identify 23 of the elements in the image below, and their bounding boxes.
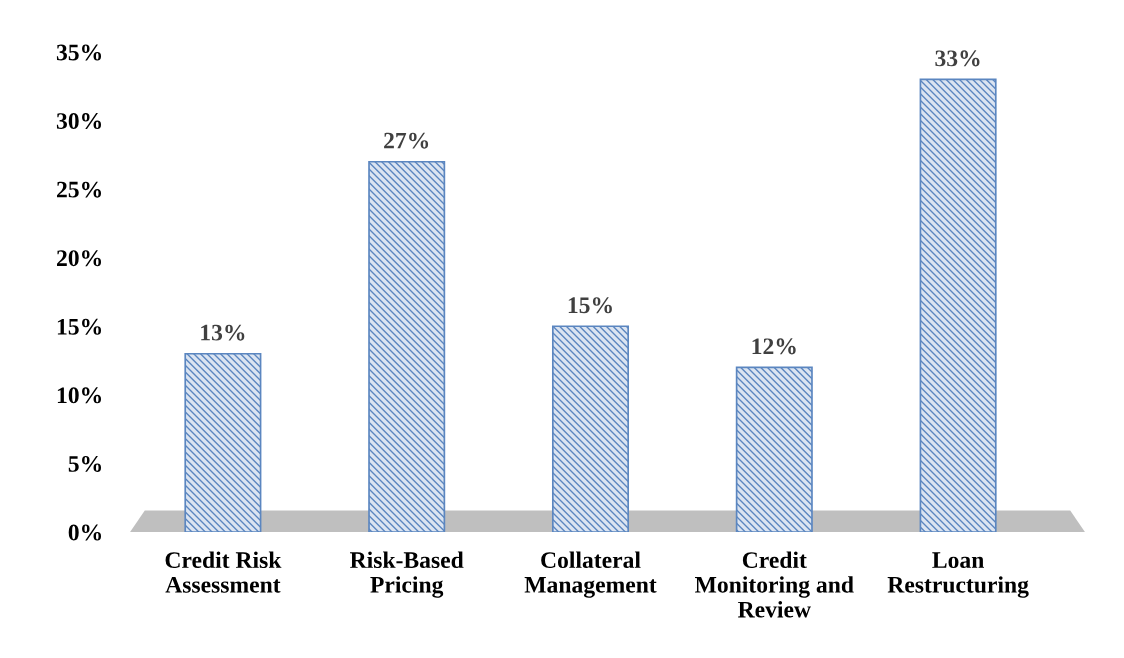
- y-tick-label: 20%: [56, 250, 102, 267]
- x-tick-label: Credit Monitoring and Review: [695, 551, 854, 618]
- y-tick-label: 0%: [68, 524, 102, 541]
- data-label: 15%: [568, 297, 612, 314]
- y-tick-label: 10%: [57, 387, 102, 404]
- bar: [735, 366, 813, 532]
- data-label: 12%: [752, 338, 796, 355]
- data-label: 13%: [201, 324, 245, 341]
- y-tick-label: 15%: [57, 318, 102, 335]
- y-tick-label: 25%: [56, 181, 102, 198]
- x-tick-label: Risk-Based Pricing: [350, 551, 464, 598]
- y-tick-label: 5%: [68, 455, 102, 472]
- bar: [919, 78, 997, 532]
- data-label: 27%: [384, 132, 429, 149]
- data-label: 33%: [935, 50, 980, 67]
- y-tick-label: 35%: [56, 44, 102, 61]
- x-tick-label: Credit Risk Assessment: [165, 551, 282, 593]
- y-tick-label: 30%: [56, 113, 102, 130]
- bar: [184, 352, 262, 532]
- bar: [368, 160, 446, 532]
- bar: [551, 325, 630, 532]
- x-tick-label: Collateral Management: [524, 551, 657, 598]
- x-tick-label: Loan Restructuring: [887, 552, 1029, 598]
